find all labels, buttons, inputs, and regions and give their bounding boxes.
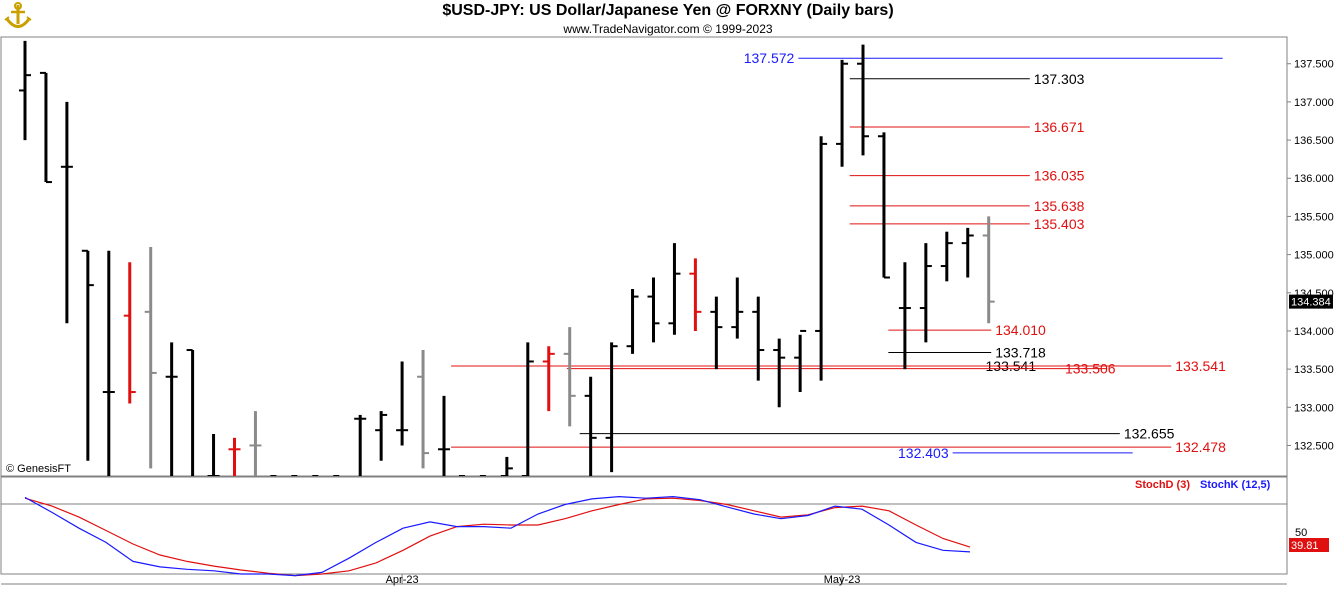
ohlc-bar bbox=[19, 40, 31, 141]
y-tick-label: 136.500 bbox=[1294, 135, 1334, 147]
ohlc-bar bbox=[417, 350, 430, 469]
x-tick-label: May-23 bbox=[824, 574, 861, 586]
ohlc-bar bbox=[102, 250, 115, 476]
stoch-tick-50: 50 bbox=[1295, 527, 1307, 539]
ohlc-bar bbox=[584, 376, 597, 476]
ohlc-bar bbox=[438, 395, 450, 476]
ohlc-bar bbox=[773, 338, 786, 408]
stochastic-panel bbox=[0, 476, 1288, 575]
ohlc-bar bbox=[794, 329, 807, 393]
ohlc-bar bbox=[375, 411, 388, 461]
ohlc-bar bbox=[186, 349, 195, 476]
ohlc-bar bbox=[626, 288, 639, 354]
time-x-axis: Apr-23 May-23 bbox=[386, 574, 861, 586]
y-tick-label: 133.500 bbox=[1294, 364, 1334, 376]
y-tick-label: 137.500 bbox=[1294, 59, 1334, 71]
ohlc-bar bbox=[605, 342, 618, 473]
level-label: 137.572 bbox=[744, 50, 795, 66]
chart-title: $USD-JPY: US Dollar/Japanese Yen @ FORXN… bbox=[442, 2, 894, 19]
ohlc-bar bbox=[940, 231, 953, 282]
last-price-box bbox=[1289, 294, 1333, 309]
ohlc-bar bbox=[312, 475, 319, 476]
y-tick-label: 132.500 bbox=[1294, 440, 1334, 452]
level-label: 132.478 bbox=[1175, 439, 1226, 455]
ohlc-bars bbox=[19, 40, 995, 476]
legend-stoch-d: StochD (3) bbox=[1135, 479, 1190, 491]
ohlc-bar bbox=[982, 216, 995, 324]
stoch-last-value-box bbox=[1289, 538, 1329, 552]
ohlc-bar bbox=[123, 262, 136, 404]
anchor-logo-icon bbox=[4, 2, 32, 28]
stochastic-lines bbox=[24, 495, 971, 577]
ohlc-bar bbox=[647, 277, 660, 343]
price-y-axis: 132.500133.000133.500134.000134.500135.0… bbox=[1287, 59, 1334, 452]
y-tick-label: 137.000 bbox=[1294, 97, 1334, 109]
level-label: 133.541 bbox=[1175, 358, 1226, 374]
ohlc-bar bbox=[479, 475, 486, 476]
ohlc-bar bbox=[898, 262, 911, 370]
ohlc-bar bbox=[961, 227, 974, 278]
level-label: 135.403 bbox=[1034, 216, 1085, 232]
level-label: 136.671 bbox=[1034, 119, 1085, 135]
y-tick-label: 135.000 bbox=[1294, 250, 1334, 262]
y-tick-label: 135.500 bbox=[1294, 211, 1334, 223]
ohlc-bar bbox=[81, 249, 94, 461]
ohlc-bar bbox=[396, 361, 409, 446]
ohlc-bar bbox=[228, 437, 241, 476]
level-label: 135.638 bbox=[1034, 198, 1085, 214]
chart-subtitle: www.TradeNavigator.com © 1999-2023 bbox=[563, 22, 773, 36]
ohlc-bar bbox=[919, 243, 932, 343]
ohlc-bar bbox=[144, 246, 157, 469]
watermark: © GenesisFT bbox=[6, 463, 71, 475]
stoch-last-value-label: 39.81 bbox=[1291, 540, 1319, 552]
y-tick-label: 136.000 bbox=[1294, 173, 1334, 185]
ohlc-bar bbox=[333, 475, 340, 476]
ohlc-bar bbox=[521, 342, 534, 476]
level-label: 133.506 bbox=[1065, 361, 1116, 377]
level-label: 137.303 bbox=[1034, 71, 1085, 87]
price-levels: 137.572 137.303 136.671 136.035 135.638 135.4… bbox=[451, 50, 1226, 461]
ohlc-bar bbox=[354, 414, 367, 476]
y-tick-label: 134.000 bbox=[1294, 326, 1334, 338]
ohlc-bar bbox=[689, 258, 702, 331]
ohlc-bar bbox=[563, 327, 576, 427]
level-label: 133.718 bbox=[995, 344, 1046, 360]
stoch-k-line bbox=[24, 495, 971, 577]
legend-stoch-k: StochK (12,5) bbox=[1200, 479, 1271, 491]
y-tick-label: 133.000 bbox=[1294, 402, 1334, 414]
ohlc-bar bbox=[668, 243, 681, 335]
ohlc-bar bbox=[752, 296, 765, 381]
level-label: 134.010 bbox=[995, 322, 1046, 338]
ohlc-bar bbox=[731, 277, 744, 339]
last-price-label: 134.384 bbox=[1291, 297, 1331, 309]
ohlc-bar bbox=[60, 101, 73, 324]
ohlc-bar bbox=[207, 434, 220, 476]
ohlc-bar bbox=[165, 342, 178, 476]
ohlc-bar bbox=[710, 296, 723, 370]
ohlc-bar bbox=[249, 411, 262, 476]
ohlc-bar bbox=[836, 59, 849, 167]
stoch-d-line bbox=[24, 497, 971, 577]
ohlc-bar bbox=[291, 475, 298, 476]
ohlc-bar bbox=[857, 44, 869, 156]
ohlc-bar bbox=[500, 456, 513, 476]
ohlc-bar bbox=[815, 136, 828, 381]
ohlc-bar bbox=[542, 346, 555, 412]
ohlc-bar bbox=[39, 71, 52, 184]
level-label: 132.655 bbox=[1124, 426, 1175, 442]
ohlc-bar bbox=[270, 475, 277, 476]
level-label: 136.035 bbox=[1034, 168, 1085, 184]
ohlc-bar bbox=[877, 132, 890, 279]
level-label: 132.403 bbox=[898, 445, 949, 461]
x-tick-label: Apr-23 bbox=[386, 574, 419, 586]
ohlc-bar bbox=[458, 475, 465, 476]
